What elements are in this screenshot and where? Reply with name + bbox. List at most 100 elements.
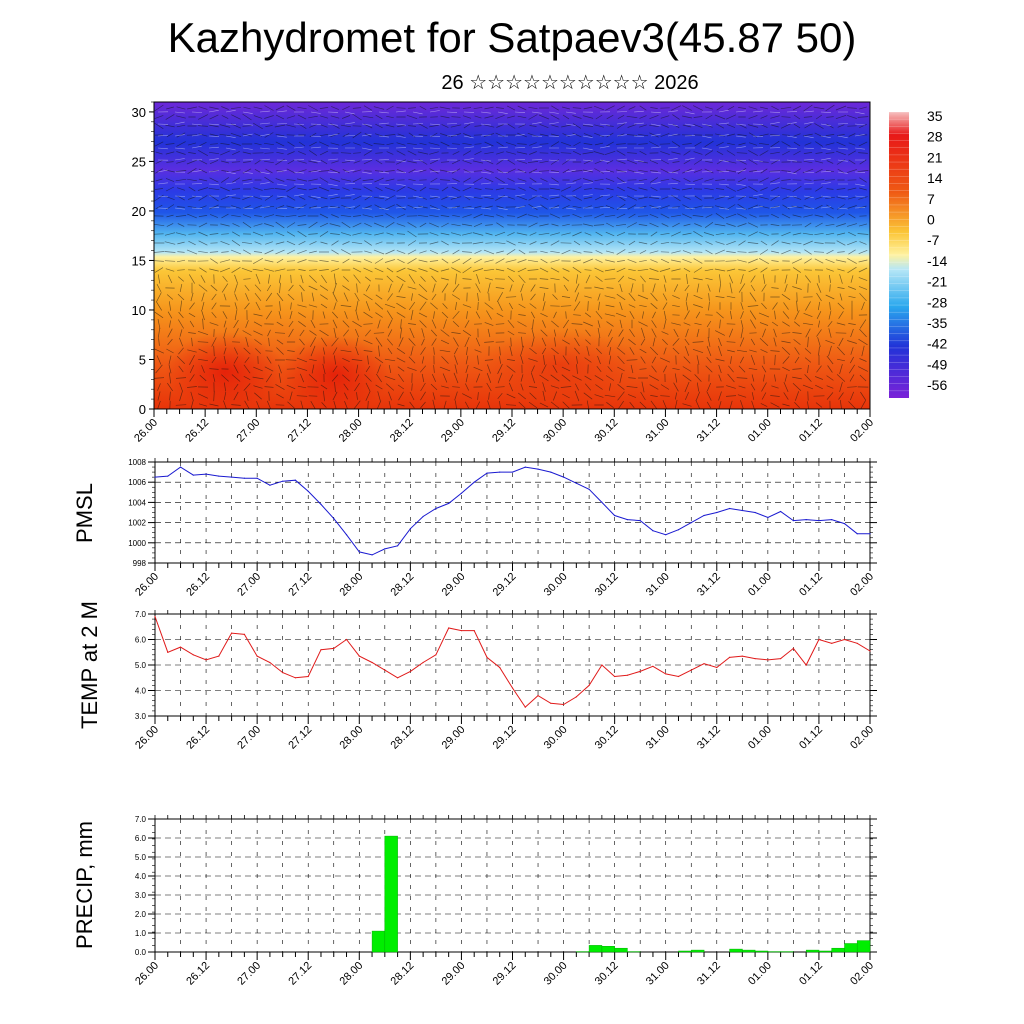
- data-point: [792, 520, 795, 522]
- data-point: [371, 661, 373, 664]
- data-point: [320, 649, 322, 651]
- data-point: [767, 659, 769, 661]
- y-tick-label: 1006: [128, 478, 146, 487]
- data-point: [729, 507, 731, 510]
- data-point: [333, 647, 335, 650]
- y-tick-label: 5.0: [135, 661, 147, 670]
- data-point: [167, 475, 169, 477]
- data-point: [320, 503, 322, 505]
- x-tick-label: 31.00: [644, 724, 672, 752]
- colorbar-label: -21: [927, 274, 947, 290]
- x-tick-label: 27.00: [234, 417, 262, 445]
- data-point: [754, 658, 756, 660]
- data-point: [716, 511, 718, 514]
- x-tick-label: 27.00: [235, 571, 263, 599]
- data-point: [384, 669, 386, 671]
- x-tick-label: 30.00: [542, 960, 570, 988]
- y-tick-label: 1.0: [135, 929, 147, 938]
- x-tick-label: 01.00: [746, 960, 774, 988]
- data-point: [499, 666, 501, 669]
- data-point: [869, 650, 871, 652]
- y-tick-label: 1008: [128, 458, 146, 467]
- x-tick-label: 27.12: [286, 571, 314, 599]
- data-point: [499, 471, 501, 473]
- data-point: [307, 490, 309, 492]
- precip-bar: [742, 949, 756, 953]
- data-point: [843, 523, 846, 525]
- data-point: [205, 473, 207, 475]
- colorbar-label: -7: [927, 232, 940, 248]
- x-tick-label: 29.12: [491, 724, 519, 752]
- y-tick-label: 6.0: [135, 834, 147, 843]
- colorbar-label: -35: [927, 315, 947, 331]
- data-point: [448, 502, 450, 504]
- data-point: [524, 466, 526, 468]
- data-point: [179, 646, 182, 648]
- y-tick-label: 7.0: [135, 815, 147, 824]
- chart-title: Kazhydromet for Satpaev3(45.87 50): [167, 14, 857, 61]
- x-tick-label: 31.00: [644, 571, 672, 599]
- precip-bar: [729, 948, 743, 953]
- chart-subtitle: 26 ☆☆☆☆☆☆☆☆☆☆ 2026: [441, 72, 699, 94]
- precip-bar: [805, 949, 820, 953]
- x-tick-label: 30.12: [593, 960, 621, 988]
- x-tick-label: 28.12: [389, 960, 417, 988]
- data-point: [422, 515, 424, 518]
- y-tick-label: 25: [132, 154, 146, 169]
- data-point: [703, 514, 705, 517]
- data-point: [358, 551, 360, 553]
- data-point: [358, 655, 360, 657]
- x-tick-label: 26.00: [133, 571, 161, 599]
- y-tick-label: 3.0: [135, 891, 147, 900]
- precip-bar: [588, 945, 603, 953]
- data-point: [831, 642, 833, 644]
- x-tick-label: 02.00: [848, 724, 876, 752]
- data-point: [626, 674, 629, 676]
- data-point: [780, 510, 782, 513]
- data-point: [818, 520, 820, 522]
- x-tick-label: 26.12: [183, 417, 211, 445]
- x-tick-label: 30.12: [593, 571, 621, 599]
- data-point: [409, 670, 411, 673]
- precip-bar: [818, 950, 832, 953]
- y-tick-label: 5: [139, 352, 146, 367]
- data-point: [537, 695, 539, 697]
- x-tick-label: 01.12: [797, 960, 825, 988]
- data-point: [780, 658, 782, 660]
- data-point: [486, 472, 488, 474]
- data-point: [448, 627, 450, 629]
- colorbar-label: 35: [927, 108, 943, 124]
- x-tick-label: 27.12: [286, 417, 314, 445]
- data-point: [524, 706, 526, 708]
- precip-bar: [691, 949, 705, 953]
- y-tick-label: 15: [132, 253, 146, 268]
- data-point: [154, 476, 156, 478]
- x-tick-label: 01.12: [797, 417, 825, 445]
- wind-barbs: [154, 104, 869, 409]
- data-point: [218, 475, 220, 477]
- warm-core: [480, 330, 640, 400]
- y-tick-label: 2.0: [135, 910, 147, 919]
- data-point: [243, 633, 245, 636]
- x-tick-label: 28.12: [389, 571, 417, 599]
- data-point: [741, 655, 743, 657]
- data-point: [333, 518, 335, 520]
- data-point: [460, 630, 462, 632]
- data-point: [729, 656, 731, 659]
- y-tick-label: 5.0: [135, 853, 147, 862]
- data-point: [716, 666, 718, 669]
- xsec-field: [154, 102, 870, 409]
- x-tick-label: 26.00: [133, 724, 161, 752]
- y-tick-label: 1004: [128, 498, 146, 507]
- x-tick-label: 29.00: [440, 960, 468, 988]
- data-point: [422, 661, 424, 664]
- data-point: [269, 484, 271, 486]
- y-tick-label: 0.0: [135, 948, 147, 957]
- x-tick-label: 27.00: [235, 724, 263, 752]
- warm-core: [280, 335, 390, 409]
- data-point: [831, 519, 833, 521]
- data-point: [511, 471, 514, 473]
- data-point: [703, 663, 705, 665]
- data-point: [192, 654, 194, 656]
- x-tick-label: 02.00: [848, 960, 876, 988]
